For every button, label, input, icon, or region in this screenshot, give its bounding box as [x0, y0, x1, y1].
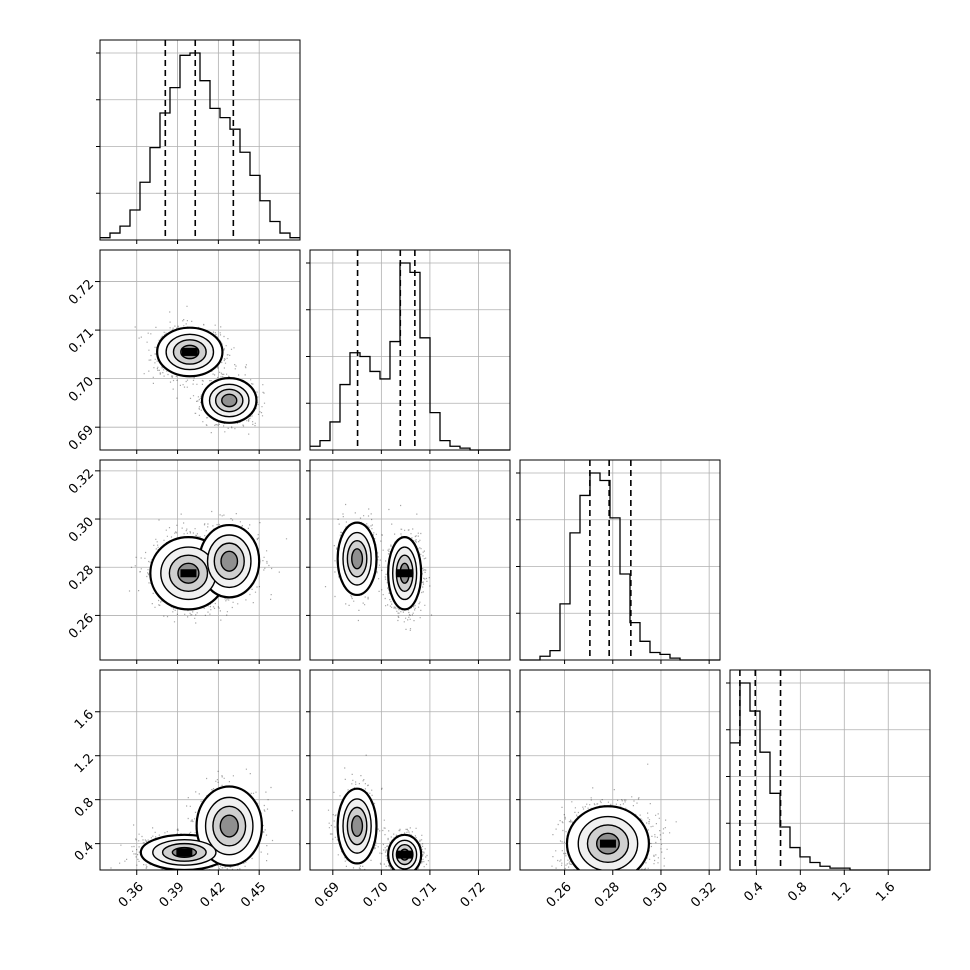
- x-tick-label-3-1: 0.8: [785, 880, 810, 905]
- y-tick-label-1-0: 0.69: [66, 423, 97, 454]
- y-tick-label-3-2: 1.2: [72, 751, 97, 776]
- y-tick-label-3-0: 0.4: [72, 839, 97, 864]
- hist-2-bars: [520, 472, 720, 661]
- y-tick-label-2-2: 0.30: [66, 514, 97, 545]
- panel-0-1-points: [134, 305, 266, 435]
- x-tick-label-3-3: 1.6: [873, 880, 898, 905]
- hist-0-frame: [99, 39, 301, 241]
- hist-2-grid: [564, 460, 710, 660]
- panel-1-2-contour-3-1: [351, 548, 364, 570]
- panel-1-3-contour-3-1: [351, 815, 364, 838]
- panel-2-3-points: [551, 763, 677, 870]
- panel-1-3-peak: [396, 850, 413, 859]
- x-tick-label-1-1: 0.70: [360, 880, 391, 911]
- panel-1-3-points: [327, 754, 429, 870]
- hist-0-bars: [100, 52, 300, 239]
- hist-2-frame: [519, 459, 721, 661]
- hist-3-grid: [755, 670, 889, 870]
- y-tick-label-1-3: 0.72: [66, 277, 97, 308]
- y-tick-label-2-0: 0.26: [66, 611, 97, 642]
- x-tick-label-3-0: 0.4: [741, 880, 766, 905]
- panel-1-2-frame: [309, 459, 511, 661]
- hist-1-grid: [332, 250, 479, 450]
- panel-2-3-peak: [599, 839, 616, 848]
- x-tick-label-2-2: 0.30: [640, 880, 671, 911]
- panel-0-2-contour-3-1: [220, 550, 239, 572]
- y-tick-label-3-3: 1.6: [72, 707, 97, 732]
- hist-1-frame: [309, 249, 511, 451]
- x-tick-label-1-0: 0.69: [312, 880, 343, 911]
- panel-0-1-frame: [99, 249, 301, 451]
- panel-0-3-contour-3-1: [219, 814, 239, 838]
- hist-0-grid: [136, 40, 260, 240]
- panel-0-3-points: [110, 768, 300, 870]
- x-tick-label-2-3: 0.32: [688, 880, 719, 911]
- panel-1-3-frame: [309, 669, 511, 871]
- panel-1-2-points: [324, 503, 433, 631]
- y-tick-label-1-2: 0.71: [66, 326, 97, 357]
- x-tick-label-2-0: 0.26: [544, 880, 575, 911]
- panel-0-3-peak: [176, 848, 193, 857]
- panel-0-2-points: [128, 510, 288, 624]
- x-tick-label-0-2: 0.42: [197, 880, 228, 911]
- panel-2-3-frame: [519, 669, 721, 871]
- hist-3-frame: [729, 669, 931, 871]
- x-tick-label-1-3: 0.72: [458, 880, 489, 911]
- y-tick-label-2-3: 0.32: [66, 466, 97, 497]
- x-tick-label-3-2: 1.2: [829, 880, 854, 905]
- panel-0-1-peak: [181, 347, 198, 356]
- panel-0-3-frame: [99, 669, 301, 871]
- panel-1-2-grid: [310, 460, 510, 660]
- panel-0-2-frame: [99, 459, 301, 661]
- panel-0-1-contour-3-1: [221, 393, 238, 408]
- x-tick-label-1-2: 0.71: [409, 880, 440, 911]
- x-tick-label-0-0: 0.36: [116, 880, 147, 911]
- x-tick-label-0-3: 0.45: [238, 880, 269, 911]
- panel-1-2-peak: [396, 569, 413, 578]
- y-tick-label-3-1: 0.8: [72, 795, 97, 820]
- x-tick-label-2-1: 0.28: [592, 880, 623, 911]
- panel-0-2-peak: [180, 569, 197, 578]
- y-tick-label-1-1: 0.70: [66, 374, 97, 405]
- y-tick-label-2-1: 0.28: [66, 563, 97, 594]
- x-tick-label-0-1: 0.39: [157, 880, 188, 911]
